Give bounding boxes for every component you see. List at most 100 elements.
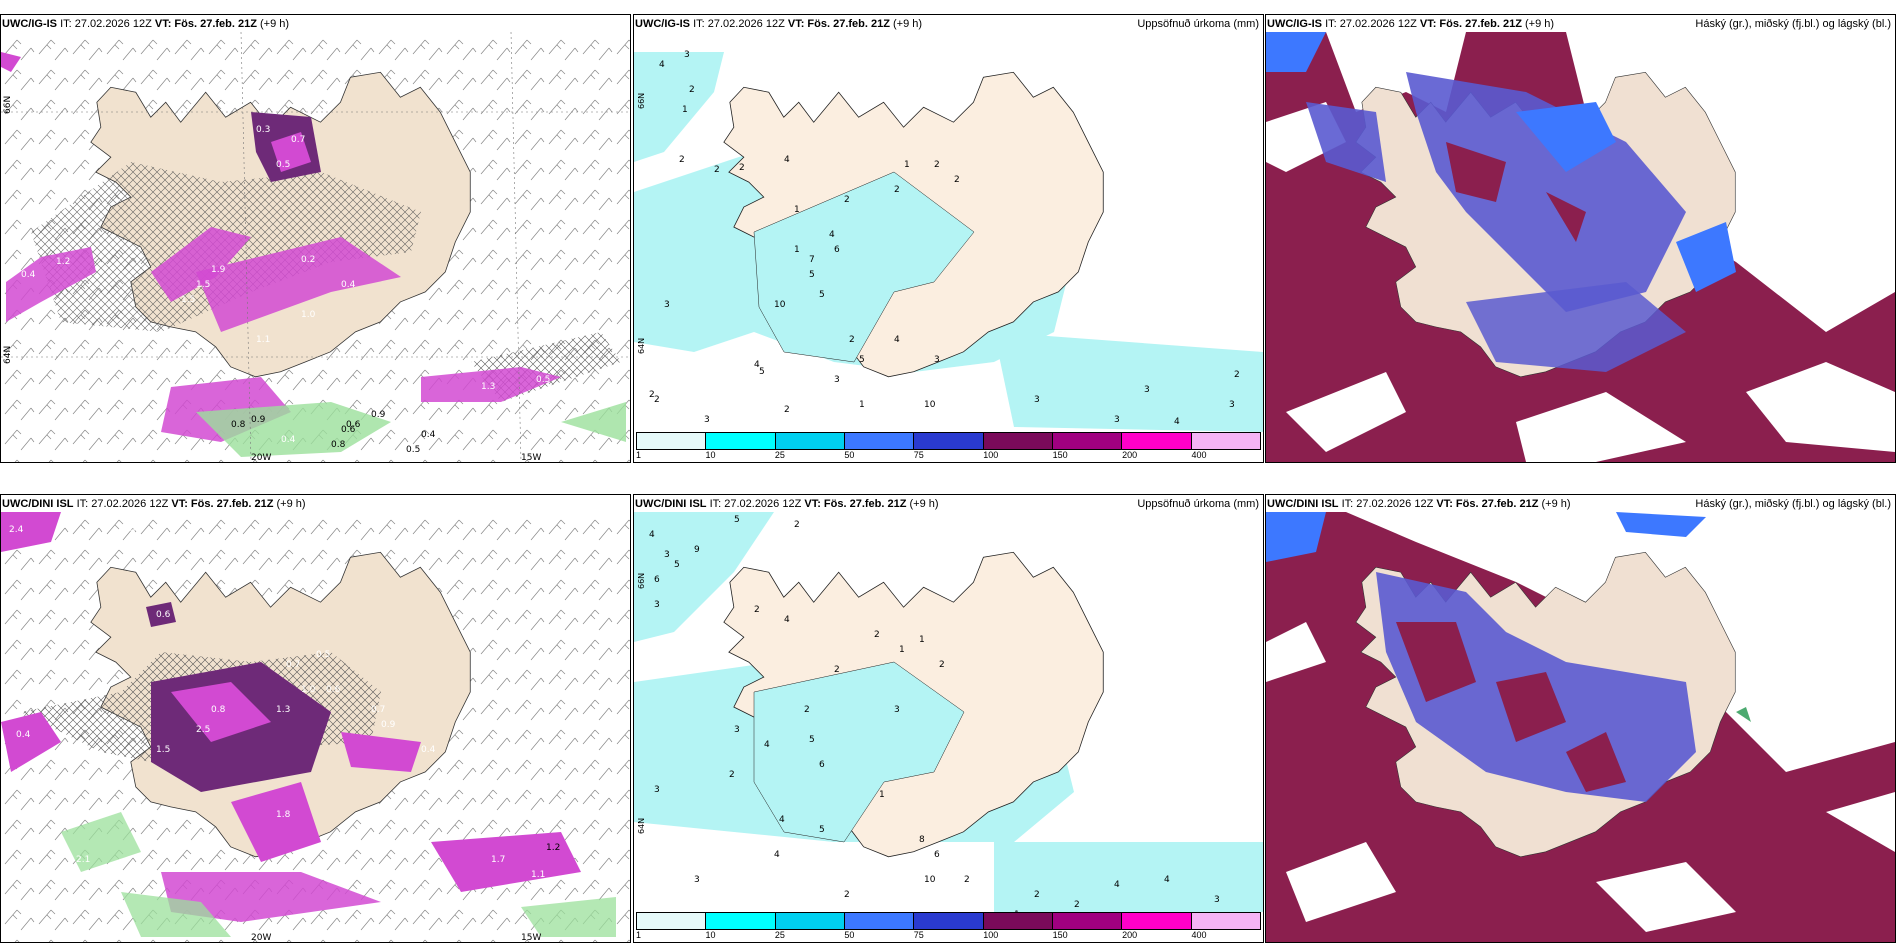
colorbar-swatch — [844, 913, 915, 929]
colorbar-swatch — [914, 433, 984, 449]
value-label: 2 — [954, 175, 960, 185]
panel-title: UWC/DINI ISL IT: 27.02.2026 12Z VT: Fös.… — [635, 498, 939, 510]
value-label: 6 — [819, 760, 825, 770]
value-label: 1.2 — [56, 257, 70, 267]
map-area[interactable]: 4 3 1 2 2 2 2 1 4 2 2 2 1 2 1 3 2 4 7 6 … — [634, 32, 1263, 462]
panel-title: UWC/DINI ISL IT: 27.02.2026 12Z VT: Fös.… — [1267, 498, 1571, 510]
value-label: 4 — [829, 230, 835, 240]
value-label: 0.9 — [371, 410, 386, 420]
colorbar-swatch — [1052, 433, 1123, 449]
value-label: 0.5 — [536, 375, 550, 385]
value-label: 0.5 — [276, 160, 290, 170]
value-label: 3 — [1034, 395, 1040, 405]
value-label: 4 — [659, 60, 665, 70]
value-label: 2.4 — [9, 525, 24, 535]
colorbar-tick: 100 — [983, 450, 999, 460]
value-label: 1 — [794, 245, 800, 255]
value-label: 0.8 — [231, 420, 246, 430]
colorbar: 1 10 25 50 75 100 150 200 400 — [636, 912, 1261, 940]
panel-ig-clouds: UWC/IG-IS IT: 27.02.2026 12Z VT: Fös. 27… — [1265, 14, 1896, 463]
value-label: 1.2 — [546, 843, 560, 853]
value-label: 0.2 — [301, 255, 315, 265]
value-label: 0.6 — [346, 420, 361, 430]
value-label: 5 — [819, 825, 825, 835]
value-label: 2 — [739, 163, 745, 173]
colorbar-tick: 75 — [913, 450, 924, 460]
value-label: 2 — [939, 660, 945, 670]
value-label: 0.4 — [421, 430, 436, 440]
panel-field-label: Háský (gr.), miðský (fj.bl.) og lágský (… — [1695, 498, 1891, 510]
map-area[interactable] — [1266, 32, 1895, 462]
value-label: 5 — [759, 367, 765, 377]
colorbar-tick: 50 — [844, 450, 855, 460]
colorbar-swatch — [706, 913, 776, 929]
colorbar-swatch — [983, 913, 1053, 929]
value-label: 3 — [654, 600, 660, 610]
value-label: 2 — [654, 395, 660, 405]
value-label: 2 — [874, 630, 880, 640]
value-label: 4 — [1164, 875, 1170, 885]
colorbar-tick: 25 — [774, 450, 785, 460]
value-label: 2 — [794, 520, 800, 530]
value-label: 5 — [734, 515, 740, 525]
value-label: 4 — [764, 740, 770, 750]
value-label: 0.5 — [316, 650, 330, 660]
panel-title: UWC/IG-IS IT: 27.02.2026 12Z VT: Fös. 27… — [635, 18, 923, 30]
value-label: 0.8 — [211, 705, 226, 715]
lon-label: 20W — [251, 453, 271, 462]
colorbar-tick: 1 — [636, 450, 642, 460]
map-area[interactable]: 4 3 5 6 2 9 5 2 3 4 2 2 1 1 2 3 2 5 3 4 … — [634, 512, 1263, 942]
value-label: 0.4 — [21, 270, 36, 280]
value-label: 1 — [919, 635, 925, 645]
colorbar-tick: 10 — [705, 450, 716, 460]
panel-field-label: Háský (gr.), miðský (fj.bl.) og lágský (… — [1695, 18, 1891, 30]
value-label: 4 — [649, 530, 655, 540]
value-label: 6 — [834, 245, 840, 255]
value-label: 0.9 — [251, 415, 266, 425]
value-label: 0.5 — [301, 925, 315, 935]
value-label: 0.7 — [371, 705, 385, 715]
colorbar-swatch — [775, 433, 845, 449]
value-label: 1.3 — [276, 705, 290, 715]
colorbar-swatch — [1122, 913, 1192, 929]
colorbar-tick: 200 — [1122, 450, 1138, 460]
lat-label: 66N — [3, 96, 13, 114]
value-label: 5 — [674, 560, 680, 570]
value-label: 2 — [934, 160, 940, 170]
colorbar-tick: 25 — [774, 930, 785, 940]
value-label: 4 — [779, 815, 785, 825]
panel-title: UWC/IG-IS IT: 27.02.2026 12Z VT: Fös. 27… — [1267, 18, 1555, 30]
value-label: 6 — [654, 575, 660, 585]
value-label: 6 — [934, 850, 940, 860]
panel-field-label: Uppsöfnuð úrkoma (mm) — [1137, 18, 1259, 30]
colorbar-tick: 200 — [1122, 930, 1138, 940]
colorbar-swatch — [1052, 913, 1123, 929]
value-label: 2 — [1034, 890, 1040, 900]
panel-title: UWC/IG-IS IT: 27.02.2026 12Z VT: Fös. 27… — [2, 18, 290, 30]
value-label: 8 — [919, 835, 925, 845]
value-label: 2 — [844, 890, 850, 900]
lat-label: 64N — [637, 338, 646, 354]
value-label: 1.1 — [256, 335, 270, 345]
value-label: 3 — [704, 415, 710, 425]
panel-dini-clouds: UWC/DINI ISL IT: 27.02.2026 12Z VT: Fös.… — [1265, 494, 1896, 943]
value-label: 1.5 — [181, 295, 195, 305]
map-area[interactable]: 2.4 1.6 0.6 0.7 0.5 1.3 0.4 2.5 0.8 1.0 … — [1, 512, 630, 942]
value-label: 5 — [809, 270, 815, 280]
map-area[interactable] — [1266, 512, 1895, 942]
colorbar-swatch — [914, 913, 984, 929]
value-label: 0.4 — [16, 730, 31, 740]
value-label: 3 — [1229, 400, 1235, 410]
value-label: 1.0 — [301, 685, 316, 695]
map-area[interactable]: 0.4 1.2 0.5 1.5 1.9 0.7 0.4 1.3 0.2 0.3 … — [1, 32, 630, 462]
value-label: 0.5 — [406, 445, 420, 455]
value-label: 0.7 — [291, 135, 305, 145]
value-label: 1 — [682, 105, 688, 115]
colorbar-swatch — [844, 433, 915, 449]
panel-field-label: Uppsöfnuð úrkoma (mm) — [1137, 498, 1259, 510]
value-label: 0.6 — [156, 610, 171, 620]
value-label: 4 — [894, 335, 900, 345]
value-label: 3 — [664, 300, 670, 310]
value-label: 3 — [1114, 415, 1120, 425]
value-label: 9 — [694, 545, 700, 555]
